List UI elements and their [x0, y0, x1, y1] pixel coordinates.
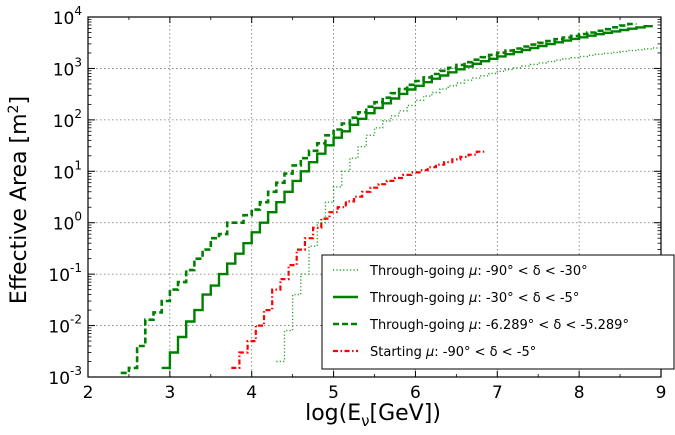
y-tick-label: 100 — [53, 210, 82, 235]
y-tick-label: 101 — [53, 158, 82, 183]
legend-label-2: Through-going μ: -30° < δ < -5° — [369, 291, 579, 306]
x-tick-label: 2 — [83, 383, 94, 403]
series-line-2 — [161, 25, 653, 370]
x-tick-label: 3 — [164, 383, 175, 403]
series-line-1 — [276, 47, 661, 363]
legend-box — [321, 254, 675, 370]
ticks — [87, 16, 662, 378]
legend-label-4: Starting μ: -90° < δ < -5° — [370, 345, 536, 360]
y-tick-label: 10-3 — [48, 364, 82, 389]
y-tick-label: 10-2 — [48, 313, 82, 338]
x-tick-label: 8 — [574, 383, 585, 403]
legend: Through-going μ: -90° < δ < -30° Through-… — [321, 254, 675, 370]
x-tick-label: 6 — [410, 383, 421, 403]
x-tick-label: 5 — [328, 383, 339, 403]
x-tick-label: 9 — [656, 383, 667, 403]
tick-labels: 2 3 4 5 6 7 8 9 10-3 10-2 10-1 100 101 102 103 104 — [48, 4, 666, 403]
y-tick-label: 102 — [53, 107, 82, 132]
x-axis-title: log(Eν[GeV]) — [305, 401, 441, 430]
legend-label-3: Through-going μ: -6.289° < δ < -5.289° — [369, 318, 629, 333]
series-layer — [120, 22, 661, 375]
legend-label-1: Through-going μ: -90° < δ < -30° — [369, 264, 588, 279]
y-tick-label: 104 — [53, 4, 82, 29]
series-line-3 — [120, 22, 637, 375]
legend-entries: Through-going μ: -90° < δ < -30° Through-… — [333, 264, 629, 360]
y-tick-label: 103 — [53, 55, 82, 80]
x-tick-label: 4 — [246, 383, 257, 403]
series-line-4 — [231, 150, 485, 369]
y-axis-title: Effective Area [m2] — [6, 96, 32, 304]
x-tick-label: 7 — [492, 383, 503, 403]
y-tick-label: 10-1 — [48, 261, 82, 286]
